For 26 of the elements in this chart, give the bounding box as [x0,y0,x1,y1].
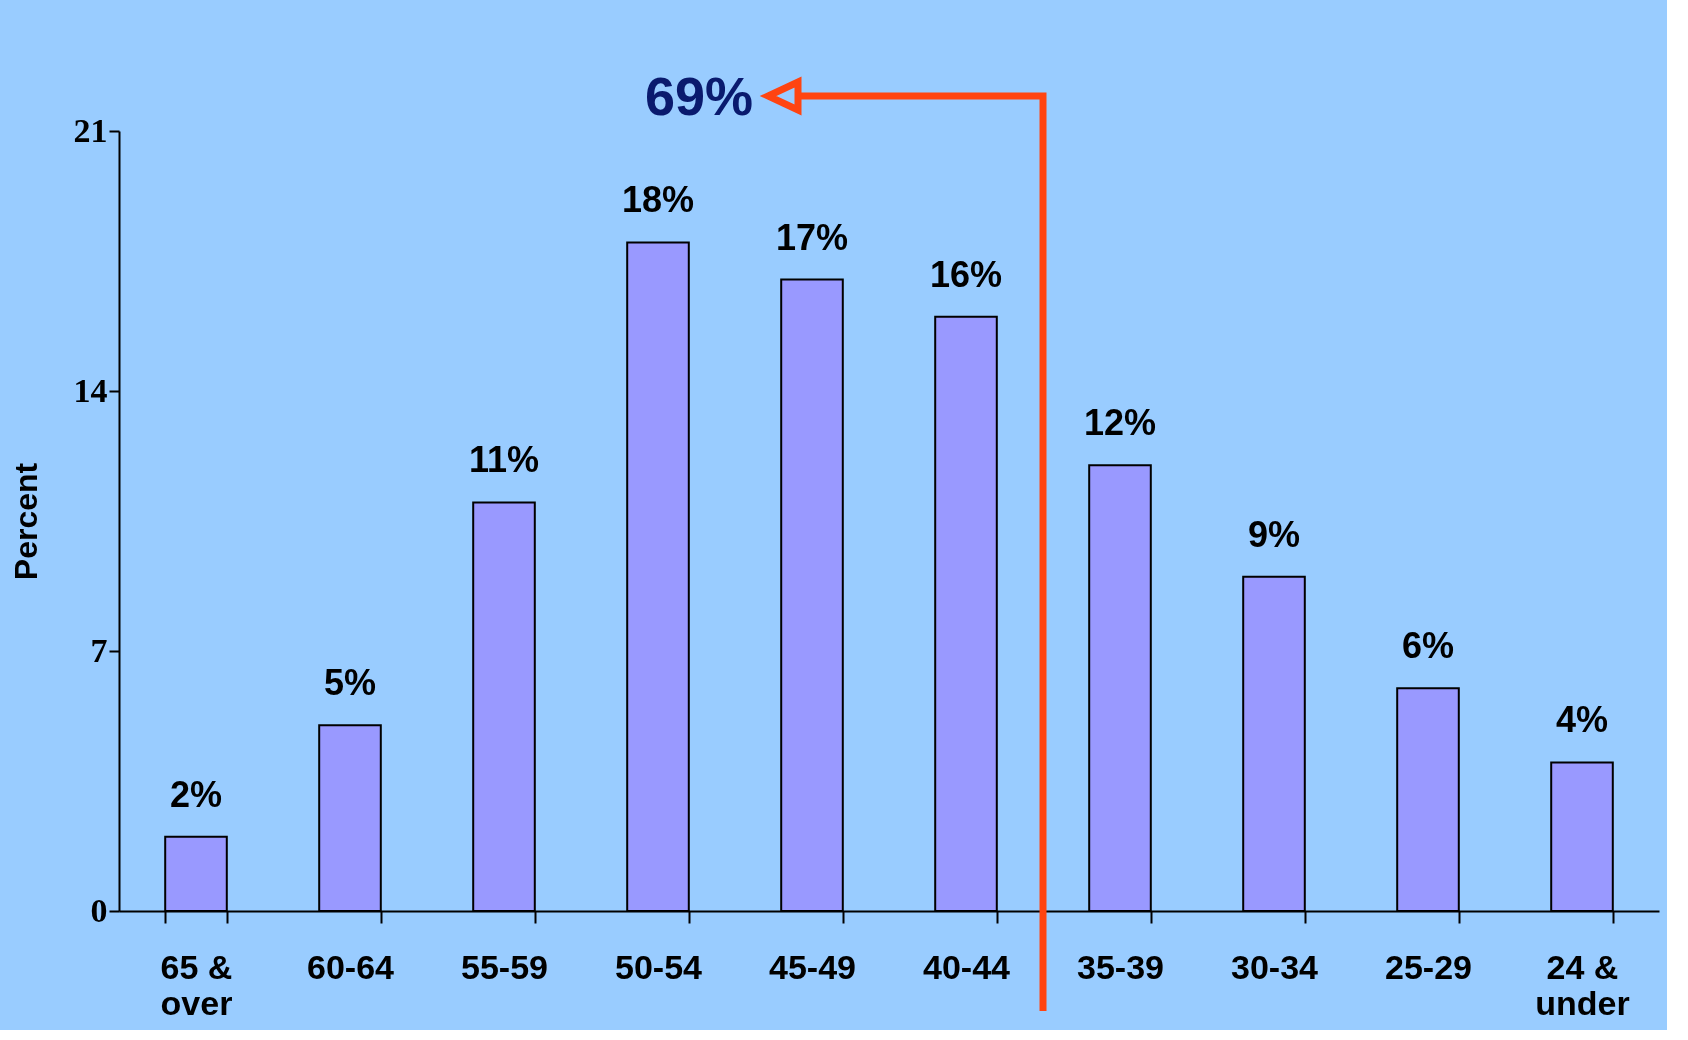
data-label: 12% [1083,402,1157,444]
y-tick-label: 0 [90,891,108,929]
x-tick-label: 65 & over [160,947,233,1022]
data-label: 18% [621,179,695,221]
x-tick-label: 50-54 [615,947,703,986]
x-tick-label: 55-59 [461,947,548,986]
y-axis-title: Percent [7,462,44,581]
x-tick-label: 40-44 [923,947,1011,986]
x-tick-label: 35-39 [1077,947,1164,986]
data-label: 9% [1247,513,1301,555]
x-tick-label: 25-29 [1385,947,1472,986]
data-label: 16% [929,253,1003,295]
data-label: 5% [323,662,377,704]
y-tick-label: 14 [73,371,108,409]
text: 69% [644,66,753,126]
x-tick-label: 24 & under [1535,947,1630,1022]
data-label: 2% [169,773,223,815]
y-tick-label: 7 [90,631,108,669]
data-label: 4% [1555,699,1609,741]
x-tick-label: 45-49 [769,947,856,986]
data-label: 6% [1401,625,1455,667]
x-tick-label: 30-34 [1231,947,1319,986]
x-tick-label: 60-64 [307,947,395,986]
y-tick-label: 21 [73,111,108,149]
data-label: 11% [468,439,540,481]
data-label: 17% [775,216,849,258]
